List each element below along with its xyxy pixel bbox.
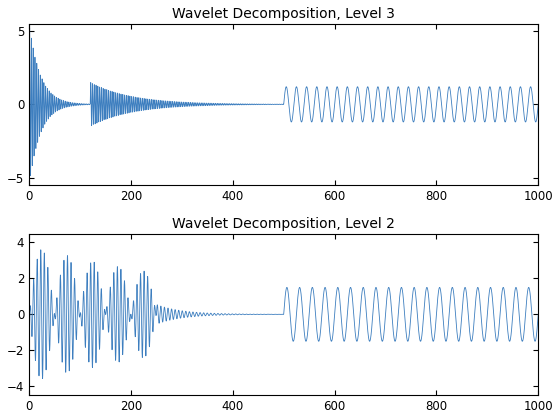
Title: Wavelet Decomposition, Level 3: Wavelet Decomposition, Level 3 <box>172 7 395 21</box>
Title: Wavelet Decomposition, Level 2: Wavelet Decomposition, Level 2 <box>172 217 395 231</box>
